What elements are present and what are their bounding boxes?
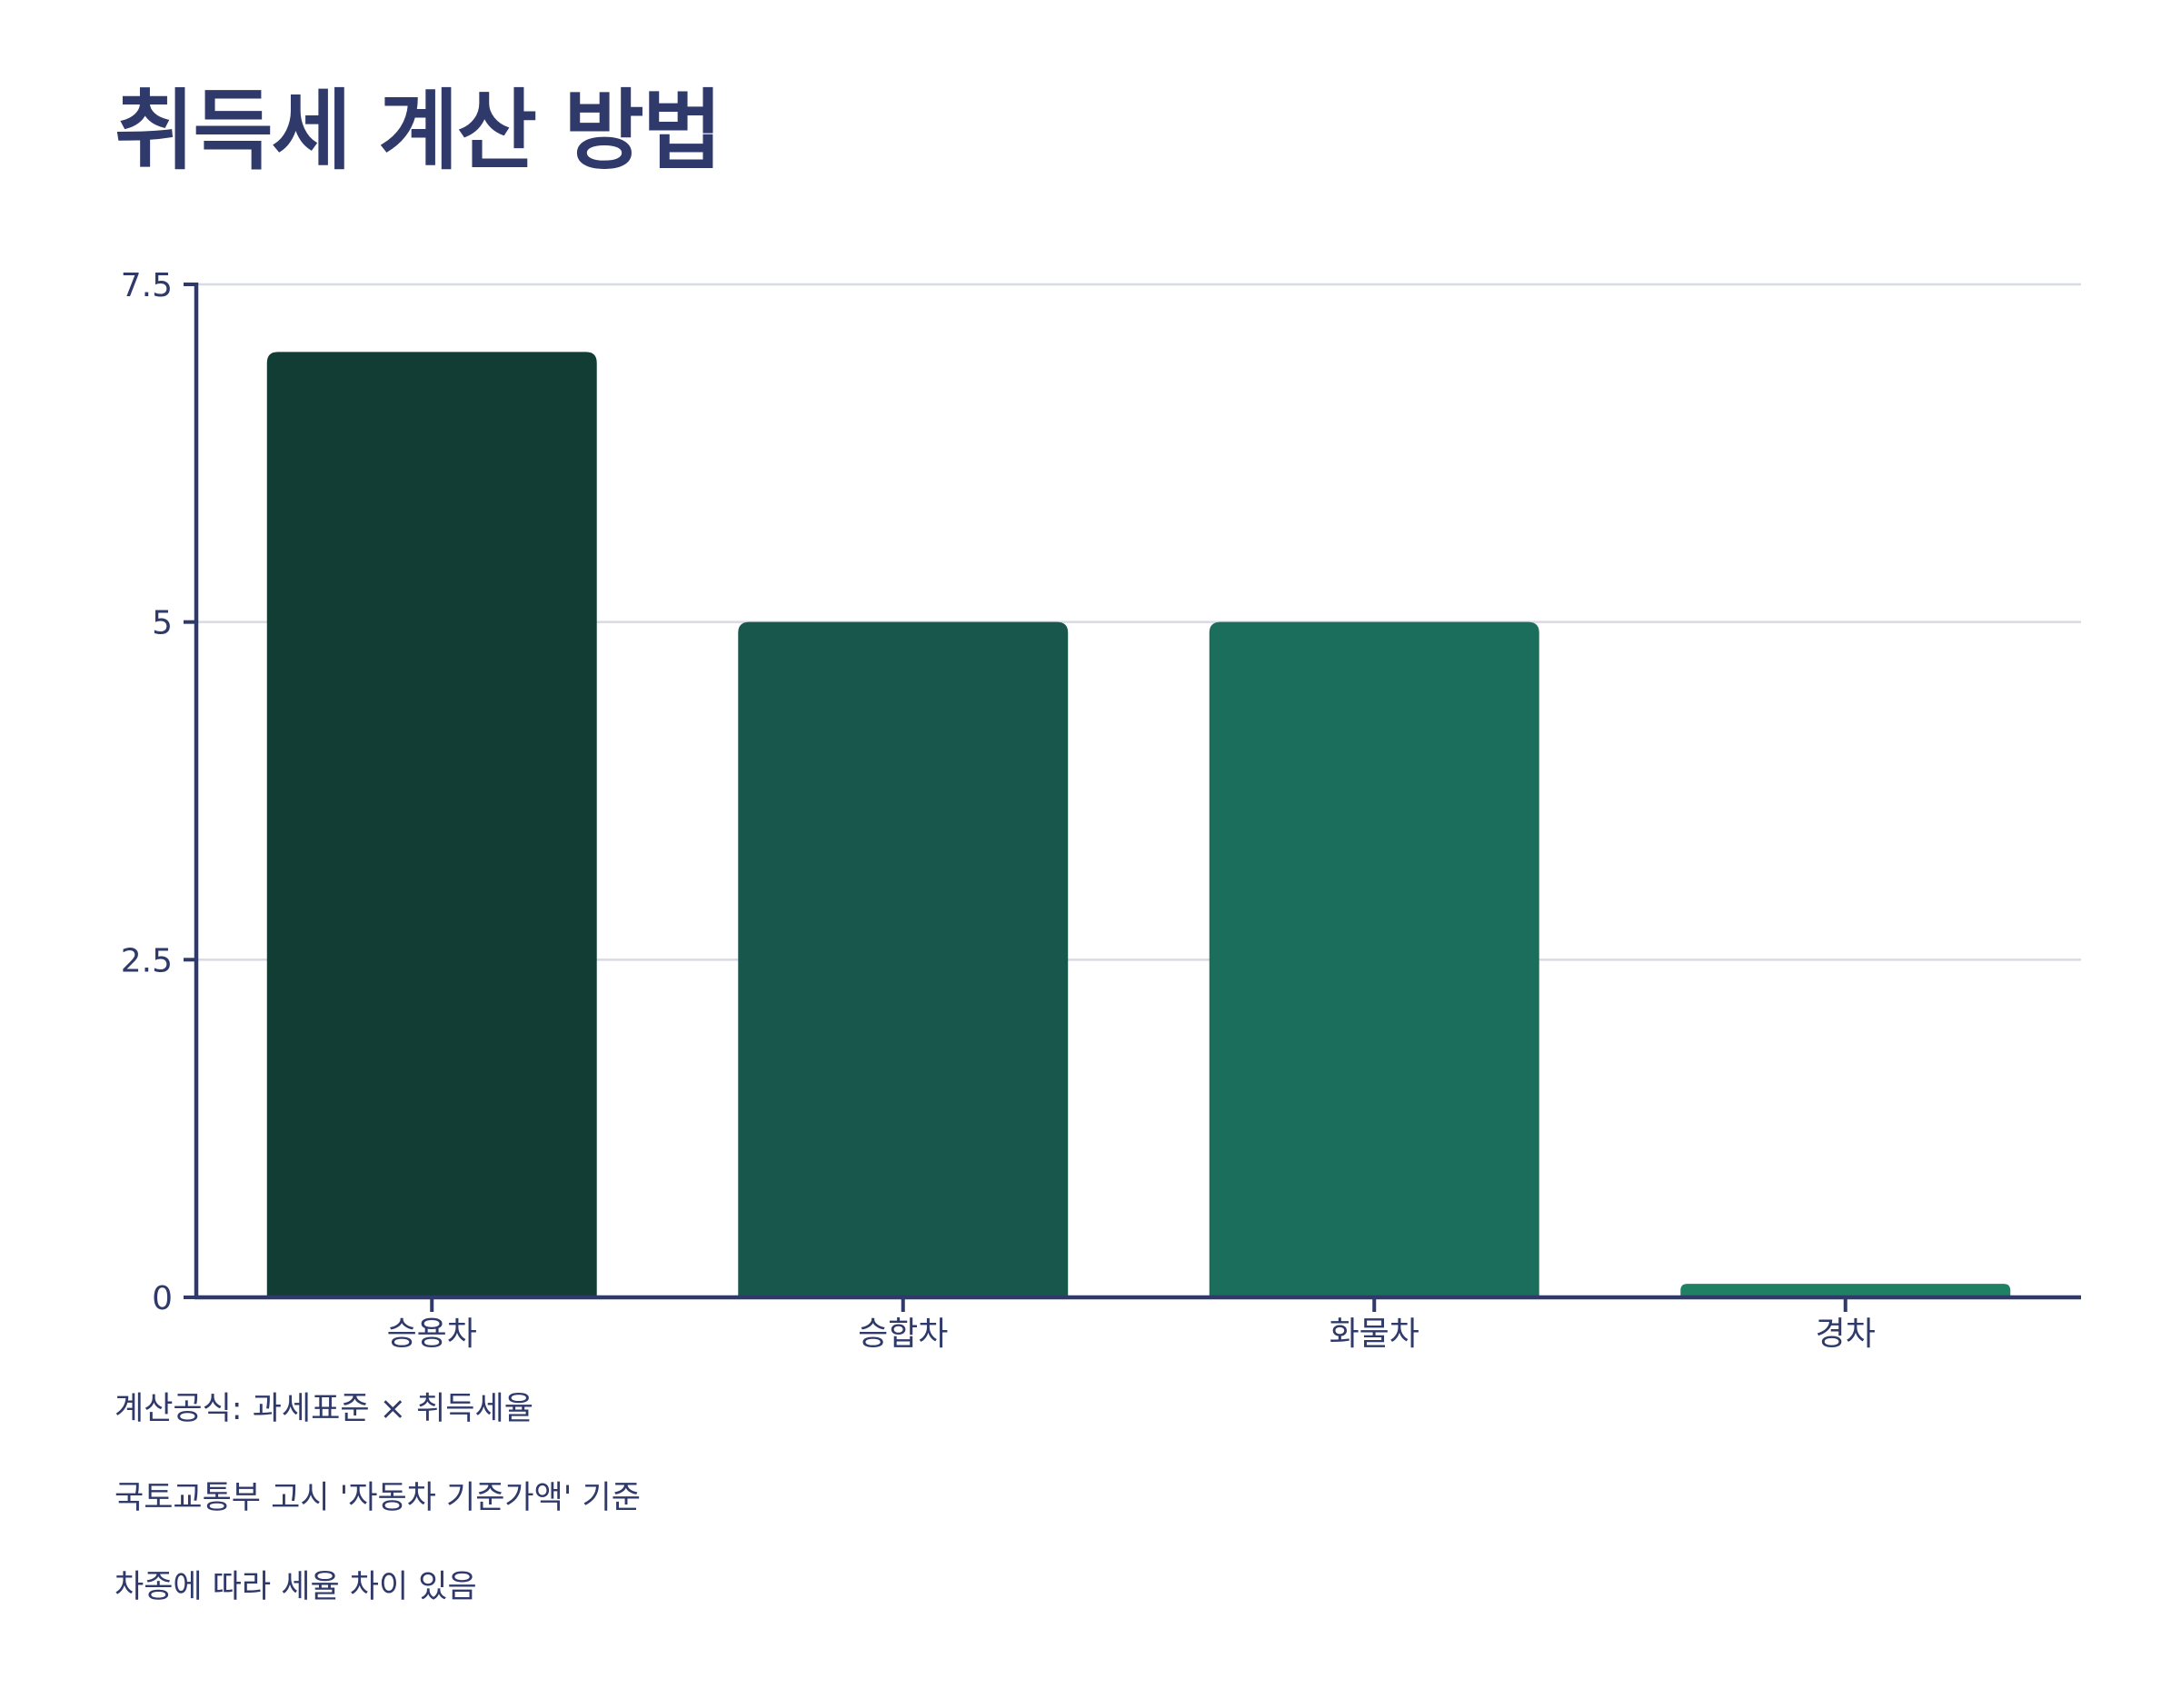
note-source: 국토교통부 고시 '자동차 기준가액' 기준 (115, 1480, 641, 1516)
x-ticks: 승용차 승합차 화물차 경차 (387, 1297, 1876, 1353)
x-tick-label: 화물차 (1330, 1316, 1419, 1353)
note-rate-difference: 차종에 따라 세율 차이 있음 (115, 1569, 477, 1605)
axes (194, 283, 2081, 1300)
bar-chart: 0 2.5 5 7.5 승용차 승합차 화물차 경차 (121, 267, 2081, 1353)
y-tick-label: 0 (152, 1280, 173, 1317)
chart-title: 취득세 계산 방법 (115, 80, 722, 182)
x-tick-label: 승합차 (858, 1316, 948, 1353)
y-tick-label: 7.5 (121, 267, 173, 304)
x-tick-label: 경차 (1816, 1316, 1876, 1353)
bar-4 (1680, 1284, 2011, 1297)
y-ticks: 0 2.5 5 7.5 (121, 267, 196, 1317)
y-tick-label: 2.5 (121, 942, 173, 979)
notes-list: 계산공식: 과세표준 × 취득세율 국토교통부 고시 '자동차 기준가액' 기준… (115, 1390, 641, 1657)
y-tick-label: 5 (152, 605, 173, 642)
x-tick-label: 승용차 (387, 1316, 477, 1353)
bar-3 (1209, 621, 1539, 1297)
note-formula: 계산공식: 과세표준 × 취득세율 (115, 1391, 533, 1427)
bar-1 (266, 352, 597, 1297)
bars (266, 352, 2011, 1297)
bar-2 (738, 621, 1069, 1297)
